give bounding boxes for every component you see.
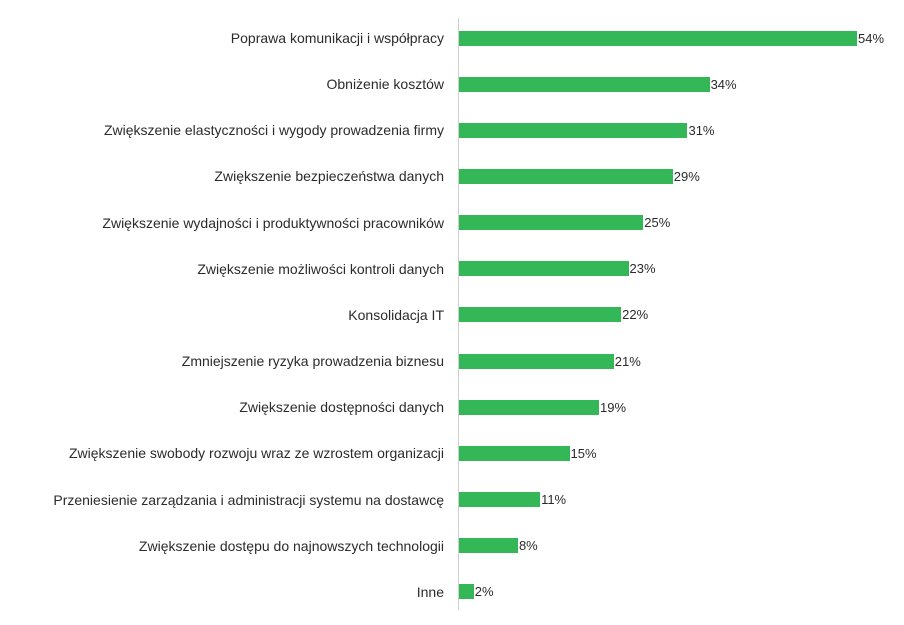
bar bbox=[459, 307, 622, 323]
category-label-text: Zwiększenie możliwości kontroli danych bbox=[197, 260, 444, 277]
value-label: 2% bbox=[474, 584, 494, 600]
category-label: Poprawa komunikacji i współpracy bbox=[0, 16, 444, 60]
category-label-text: Inne bbox=[416, 583, 444, 600]
value-label: 8% bbox=[518, 538, 538, 554]
category-label-text: Zwiększenie wydajności i produktywności … bbox=[102, 214, 444, 231]
bar bbox=[459, 353, 614, 369]
category-axis-line bbox=[458, 18, 459, 610]
category-label: Zwiększenie możliwości kontroli danych bbox=[0, 247, 444, 291]
value-label: 22% bbox=[622, 307, 649, 323]
category-label: Zwiększenie swobody rozwoju wraz ze wzro… bbox=[0, 431, 444, 475]
value-label: 19% bbox=[600, 399, 627, 415]
bar bbox=[459, 492, 541, 507]
category-label: Zwiększenie bezpieczeństwa danych bbox=[0, 154, 444, 198]
category-label-text: Zwiększenie elastyczności i wygody prowa… bbox=[103, 122, 444, 139]
category-label-text: Zwiększenie dostępu do najnowszych techn… bbox=[138, 537, 444, 554]
category-label: Zwiększenie dostępu do najnowszych techn… bbox=[0, 524, 444, 568]
category-label-text: Przeniesienie zarządzania i administracj… bbox=[53, 491, 444, 508]
bar bbox=[459, 122, 688, 138]
bar bbox=[459, 445, 570, 461]
category-label: Obniżenie kosztów bbox=[0, 62, 444, 106]
category-label: Zwiększenie elastyczności i wygody prowa… bbox=[0, 108, 444, 152]
category-label-text: Zmniejszenie ryzyka prowadzenia biznesu bbox=[181, 353, 444, 370]
value-label: 25% bbox=[644, 215, 671, 231]
category-label: Inne bbox=[0, 570, 444, 614]
value-label: 15% bbox=[570, 445, 597, 461]
value-label: 31% bbox=[688, 122, 715, 138]
bar bbox=[459, 584, 474, 600]
bar bbox=[459, 168, 673, 184]
category-label-text: Obniżenie kosztów bbox=[326, 76, 444, 93]
category-label-text: Konsolidacja IT bbox=[348, 306, 444, 323]
category-label-text: Poprawa komunikacji i współpracy bbox=[230, 30, 444, 46]
category-label-text: Zwiększenie swobody rozwoju wraz ze wzro… bbox=[68, 445, 444, 462]
bar bbox=[459, 76, 710, 92]
bar bbox=[459, 30, 857, 46]
category-label: Konsolidacja IT bbox=[0, 293, 444, 337]
bar bbox=[459, 399, 600, 415]
category-label: Zwiększenie wydajności i produktywności … bbox=[0, 201, 444, 245]
bar bbox=[459, 538, 518, 554]
bar bbox=[459, 215, 644, 231]
value-label: 34% bbox=[710, 76, 737, 92]
category-label: Zwiększenie dostępności danych bbox=[0, 385, 444, 429]
value-label: 29% bbox=[673, 168, 700, 184]
category-label-text: Zwiększenie bezpieczeństwa danych bbox=[214, 168, 444, 185]
value-label: 21% bbox=[614, 353, 641, 369]
category-label: Przeniesienie zarządzania i administracj… bbox=[0, 478, 444, 522]
value-label: 54% bbox=[858, 30, 885, 46]
bar bbox=[459, 261, 629, 277]
value-label: 23% bbox=[629, 261, 656, 277]
category-label-text: Zwiększenie dostępności danych bbox=[239, 399, 444, 416]
category-label: Zmniejszenie ryzyka prowadzenia biznesu bbox=[0, 339, 444, 383]
value-label: 11% bbox=[541, 492, 567, 507]
